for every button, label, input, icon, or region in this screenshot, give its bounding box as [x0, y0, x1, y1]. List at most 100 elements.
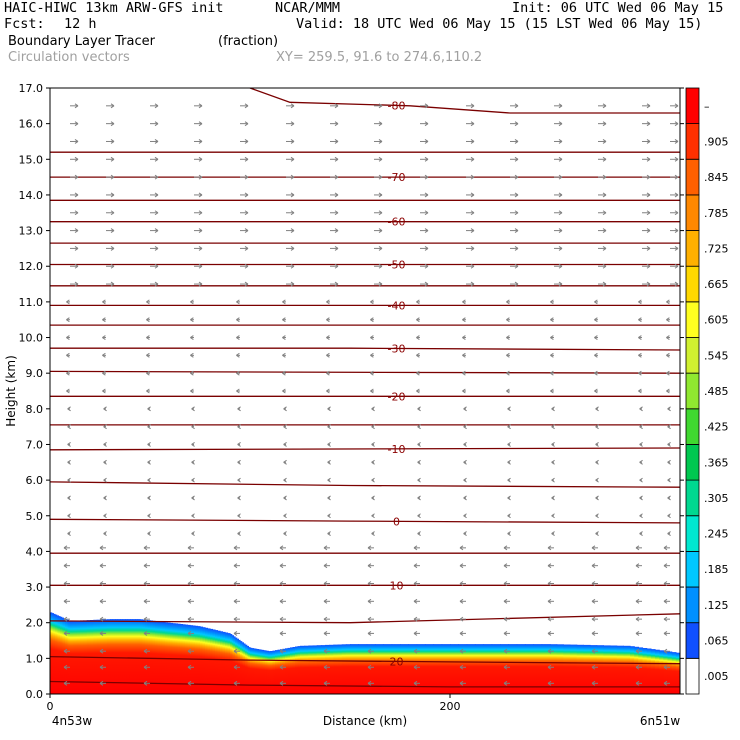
circulation-vector	[282, 352, 286, 358]
circulation-vector	[283, 531, 287, 537]
circulation-vector	[550, 335, 554, 340]
circulation-vector	[635, 545, 642, 551]
circulation-vector	[666, 388, 670, 394]
circulation-vector	[143, 664, 150, 670]
circulation-vector	[638, 335, 642, 340]
circulation-vector	[143, 630, 150, 636]
circulation-vector	[102, 335, 106, 340]
circulation-vector	[106, 139, 115, 144]
org-label: NCAR/MMM	[275, 0, 341, 16]
circulation-vector	[466, 121, 475, 127]
y-tick-label: 12.0	[19, 260, 44, 273]
circulation-vector	[63, 581, 70, 586]
circulation-vector	[506, 370, 510, 376]
circulation-vector	[666, 299, 670, 305]
circulation-vector	[642, 121, 651, 127]
circulation-vector	[507, 477, 511, 483]
circulation-vector	[147, 513, 151, 519]
circulation-vector	[283, 495, 287, 501]
tracer-cell	[258, 649, 261, 694]
tracer-cell	[671, 652, 677, 694]
circulation-vector	[670, 192, 679, 198]
circulation-vector	[670, 139, 679, 144]
circulation-vector	[550, 299, 554, 305]
circulation-vector	[598, 245, 607, 251]
circulation-vector	[635, 664, 642, 670]
circulation-vector	[240, 245, 249, 251]
circulation-vector	[106, 228, 115, 234]
tracer-cell	[160, 621, 164, 694]
circulation-vector	[371, 477, 375, 483]
circulation-vector	[103, 459, 107, 465]
colorbar-swatch	[685, 479, 700, 517]
y-tick-label: 4.0	[26, 545, 44, 558]
circulation-vector	[240, 281, 249, 287]
temperature-contour	[50, 370, 680, 374]
circulation-vector	[594, 335, 598, 340]
tracer-cell	[400, 644, 409, 694]
circulation-vector	[510, 156, 519, 162]
circulation-vector	[503, 581, 510, 586]
circulation-vector	[416, 299, 420, 305]
circulation-vector	[663, 581, 670, 586]
circulation-vector	[233, 648, 240, 654]
tracer-cell	[115, 619, 119, 694]
circulation-vector	[150, 156, 159, 162]
circulation-vector	[279, 680, 286, 686]
tracer-cell	[61, 617, 64, 694]
circulation-vector	[413, 598, 420, 604]
circulation-vector	[67, 531, 71, 537]
tracer-cell	[256, 649, 259, 694]
circulation-vector	[595, 406, 599, 412]
tracer-cell	[60, 616, 63, 694]
circulation-vector	[326, 299, 330, 305]
circulation-vector	[639, 459, 643, 465]
tracer-cell	[207, 628, 211, 694]
circulation-vector	[510, 139, 519, 144]
circulation-vector	[591, 545, 598, 551]
circulation-vector	[282, 299, 286, 305]
tracer-cell	[106, 619, 111, 694]
circulation-vector	[190, 299, 194, 305]
circulation-vector	[330, 210, 339, 216]
tracer-cell	[663, 650, 669, 694]
colorbar-label: .005	[704, 670, 729, 683]
circulation-vector	[371, 495, 375, 501]
circulation-vector	[194, 139, 203, 144]
circulation-vector	[639, 442, 643, 447]
circulation-vector	[413, 648, 420, 654]
tracer-cell	[341, 644, 347, 694]
circulation-vector	[595, 459, 599, 465]
circulation-vector	[550, 370, 554, 376]
circulation-vector	[642, 245, 651, 251]
circulation-vector	[463, 477, 467, 483]
circulation-vector	[670, 174, 679, 180]
circulation-vector	[642, 263, 651, 269]
circulation-vector	[283, 477, 287, 483]
circulation-vector	[417, 459, 421, 465]
circulation-vector	[510, 245, 519, 251]
tracer-cell	[135, 619, 139, 694]
circulation-vector	[143, 616, 150, 622]
circulation-vector	[510, 210, 519, 216]
circulation-vector	[330, 156, 339, 162]
y-tick-label: 2.0	[26, 617, 44, 630]
circulation-vector	[240, 228, 249, 234]
circulation-vector	[330, 103, 339, 109]
circulation-vector	[591, 581, 598, 586]
circulation-vector	[367, 664, 374, 670]
circulation-vector	[367, 680, 374, 686]
tracer-cell	[157, 621, 161, 694]
circulation-vector	[462, 352, 466, 358]
contour-label: -10	[388, 443, 406, 456]
tracer-cell	[350, 644, 359, 694]
y-tick-label: 15.0	[19, 153, 44, 166]
tracer-cell	[408, 644, 418, 694]
colorbar-swatch	[685, 658, 700, 695]
circulation-vector	[187, 680, 194, 686]
circulation-vector	[327, 424, 331, 430]
circulation-vector	[70, 103, 79, 109]
forecast-hours: 12 h	[64, 16, 97, 32]
circulation-vector	[547, 598, 554, 604]
circulation-vector	[63, 680, 70, 686]
